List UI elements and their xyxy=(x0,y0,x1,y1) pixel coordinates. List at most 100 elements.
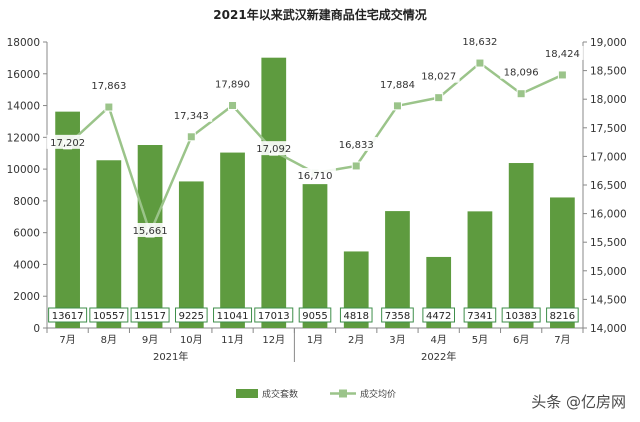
line-point xyxy=(516,89,526,99)
x-tick-label: 4月 xyxy=(431,334,447,346)
line-value-label-bg xyxy=(170,107,213,122)
bar-value-label: 7358 xyxy=(385,311,410,322)
line-value-label-bg xyxy=(46,134,89,149)
bar-value-label: 13617 xyxy=(52,311,84,322)
y-right-tick-label: 14,000 xyxy=(590,323,627,335)
line-value-label-bg xyxy=(459,34,501,49)
line-value-label: 18,424 xyxy=(545,49,580,60)
legend-swatch-bar xyxy=(236,389,258,398)
bar-value-label: 10383 xyxy=(505,311,537,322)
bar xyxy=(550,197,575,328)
y-right-tick-label: 17,500 xyxy=(590,123,627,135)
line-value-label: 16,833 xyxy=(339,140,374,151)
bar-value-label-box xyxy=(213,307,253,323)
line-value-label: 17,092 xyxy=(256,144,291,155)
line-value-label-bg xyxy=(294,167,336,182)
line-point xyxy=(434,93,444,103)
chart-title: 2021年以来武汉新建商品住宅成交情况 xyxy=(213,7,426,22)
x-tick-label: 6月 xyxy=(513,334,529,346)
line-value-label-bg xyxy=(376,76,419,91)
bar-value-label: 17013 xyxy=(258,311,290,322)
line-point xyxy=(186,132,196,142)
line-value-label: 18,632 xyxy=(462,37,497,48)
bar xyxy=(508,163,534,328)
legend-label-bar: 成交套数 xyxy=(262,388,298,400)
y-right-tick-label: 19,000 xyxy=(590,37,627,49)
legend-swatch-marker xyxy=(339,389,347,398)
y-right-tick-label: 15,000 xyxy=(590,266,627,278)
line-point xyxy=(475,58,485,68)
line-value-label-bg xyxy=(87,78,130,93)
line-point xyxy=(351,161,361,171)
bar xyxy=(178,181,204,328)
x-tick-label: 12月 xyxy=(262,334,285,346)
bar-value-label-box xyxy=(381,307,414,323)
bar-value-label-box xyxy=(501,307,541,323)
line-value-label: 17,884 xyxy=(380,80,415,91)
bar-value-label: 11041 xyxy=(217,311,249,322)
y-right-tick-label: 14,500 xyxy=(590,294,627,306)
line-value-label-bg xyxy=(129,222,171,237)
x-group-label: 2021年 xyxy=(153,350,188,363)
y-left-tick-label: 2000 xyxy=(13,291,40,303)
line-value-label: 16,710 xyxy=(298,171,333,182)
y-left-tick-label: 14000 xyxy=(7,101,40,113)
legend-label-line: 成交均价 xyxy=(360,388,396,400)
x-tick-label: 5月 xyxy=(472,334,488,346)
bar xyxy=(96,160,122,328)
line-value-label: 18,096 xyxy=(504,68,539,79)
bar-value-label-box xyxy=(48,307,88,323)
x-tick-label: 7月 xyxy=(59,334,75,346)
x-tick-label: 1月 xyxy=(307,334,323,346)
bar-value-label: 9055 xyxy=(302,311,327,322)
line-value-label: 17,863 xyxy=(91,81,126,92)
x-tick-label: 10月 xyxy=(180,334,203,346)
watermark: 头条 @亿房网 xyxy=(531,393,626,411)
y-right-tick-label: 16,500 xyxy=(590,180,627,192)
axes: 0 2000 4000 6000 8000 10000 12000 14000 16000 180… xyxy=(7,37,627,363)
line-value-label: 17,343 xyxy=(174,111,209,122)
bar-value-label-box xyxy=(89,307,129,323)
x-tick-label: 3月 xyxy=(389,334,405,346)
bar-value-label: 4472 xyxy=(426,311,451,322)
line-value-label: 18,027 xyxy=(421,72,456,83)
x-group-label: 2022年 xyxy=(421,350,456,363)
x-tick-label: 2月 xyxy=(348,334,364,346)
bar-value-label: 10557 xyxy=(93,311,125,322)
line-value-label-bg xyxy=(335,136,378,151)
x-tick-label: 7月 xyxy=(554,334,570,346)
bar-value-label-box xyxy=(298,307,332,323)
y-right-tick-label: 16,000 xyxy=(590,209,627,221)
line-point xyxy=(557,70,567,80)
line-value-label-bg xyxy=(417,68,460,83)
line-point xyxy=(104,102,114,112)
y-left-tick-label: 18000 xyxy=(7,37,40,49)
y-right-tick-label: 18,500 xyxy=(590,66,627,78)
line-value-label-bg xyxy=(541,45,584,60)
line-value-label-bg xyxy=(211,76,254,91)
legend: 成交套数 成交均价 xyxy=(236,388,396,400)
y-left-tick-label: 12000 xyxy=(7,132,40,144)
bar-value-label: 4818 xyxy=(344,311,369,322)
bar-value-label-box xyxy=(175,307,208,323)
y-left-tick-label: 0 xyxy=(33,323,40,335)
y-left-tick-label: 6000 xyxy=(13,228,40,240)
bar xyxy=(302,184,328,328)
x-tick-label: 9月 xyxy=(142,334,158,346)
y-left-tick-label: 4000 xyxy=(13,259,40,271)
y-left-tick-label: 16000 xyxy=(7,69,40,81)
line-value-label: 15,661 xyxy=(133,226,168,237)
bar-value-label-box xyxy=(130,307,170,323)
bar-value-label: 7341 xyxy=(467,311,492,322)
bar xyxy=(261,57,287,328)
bar-value-label-box xyxy=(339,307,373,323)
bar-value-label-box xyxy=(422,307,455,323)
bar-value-label-box xyxy=(546,307,579,323)
line-value-label-bg xyxy=(252,141,295,156)
bar-value-label-box xyxy=(463,307,497,323)
y-left-tick-label: 8000 xyxy=(13,196,40,208)
line-point xyxy=(228,100,238,110)
line-point xyxy=(392,101,402,111)
bar-value-label: 8216 xyxy=(550,311,575,322)
